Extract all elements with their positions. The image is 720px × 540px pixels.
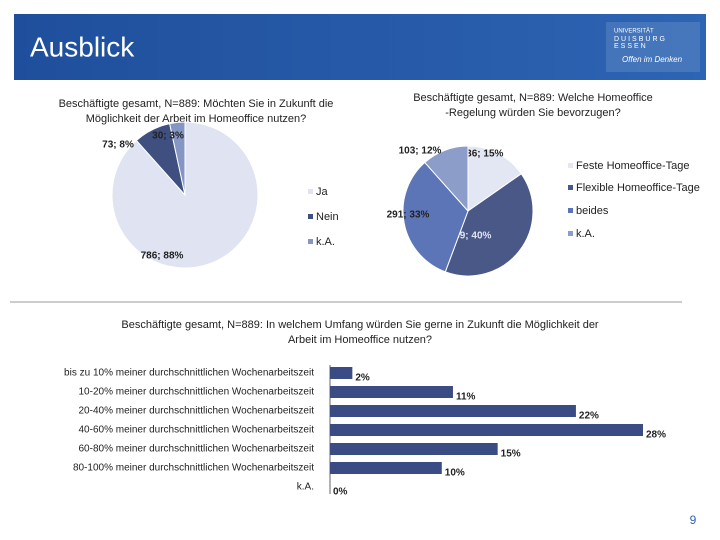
legend-label: Ja [316, 186, 329, 198]
chart-title: -Regelung würden Sie bevorzugen? [445, 107, 621, 119]
logo-box [606, 22, 700, 72]
category-label: 20-40% meiner durchschnittlichen Wochena… [79, 406, 315, 417]
category-label: k.A. [297, 482, 314, 493]
legend-label: Feste Homeoffice-Tage [576, 160, 690, 172]
data-label: 0% [333, 487, 348, 498]
data-label: 10% [445, 468, 465, 479]
chart-title: Arbeit im Homeoffice nutzen? [288, 334, 432, 346]
logo-text: DUISBURG [614, 36, 667, 43]
legend-swatch [308, 214, 313, 219]
data-label: 103; 12% [399, 146, 442, 157]
category-label: bis zu 10% meiner durchschnittlichen Woc… [64, 368, 314, 379]
data-label: 73; 8% [102, 140, 134, 151]
slide-title: Ausblick [30, 31, 135, 62]
data-label: 28% [646, 430, 666, 441]
logo-slogan: Offen im Denken [622, 55, 683, 64]
legend-swatch [308, 239, 313, 244]
chart-title: Möglichkeit der Arbeit im Homeoffice nut… [86, 113, 307, 125]
data-label: 136; 15% [461, 149, 504, 160]
data-label: 359; 40% [449, 231, 492, 242]
bar [330, 367, 353, 379]
chart-title: Beschäftigte gesamt, N=889: Welche Homeo… [413, 92, 653, 104]
data-label: 22% [579, 411, 599, 422]
page-number: 9 [690, 513, 697, 527]
category-label: 40-60% meiner durchschnittlichen Wochena… [79, 425, 315, 436]
legend-label: k.A. [576, 228, 595, 240]
bar [330, 424, 643, 436]
legend-label: Nein [316, 211, 339, 223]
bar [330, 405, 576, 417]
chart-title: Beschäftigte gesamt, N=889: Möchten Sie … [59, 98, 334, 110]
category-label: 60-80% meiner durchschnittlichen Wochena… [79, 444, 315, 455]
legend-label: Flexible Homeoffice-Tage [576, 182, 700, 194]
data-label: 15% [501, 449, 521, 460]
header-band [14, 14, 706, 80]
legend-label: beides [576, 205, 609, 217]
bar [330, 443, 498, 455]
chart-title: Beschäftigte gesamt, N=889: In welchem U… [121, 319, 599, 331]
legend-swatch [568, 208, 573, 213]
logo-text: ESSEN [614, 43, 648, 50]
pie-slice [169, 121, 186, 196]
data-label: 2% [355, 373, 370, 384]
data-label: 786; 88% [141, 251, 184, 262]
pie-slice [467, 145, 522, 212]
legend-swatch [568, 231, 573, 236]
category-label: 80-100% meiner durchschnittlichen Wochen… [73, 463, 314, 474]
logo-text: UNIVERSITÄT [614, 28, 654, 35]
legend-swatch [568, 185, 573, 190]
pie-slice [424, 145, 469, 213]
bar [330, 386, 453, 398]
data-label: 291; 33% [387, 210, 430, 221]
legend-swatch [568, 163, 573, 168]
pie-slice [444, 173, 534, 277]
data-label: 30; 3% [152, 131, 184, 142]
category-label: 10-20% meiner durchschnittlichen Wochena… [79, 387, 315, 398]
legend-swatch [308, 189, 313, 194]
pie-slice [402, 161, 469, 273]
bar [330, 462, 442, 474]
data-label: 11% [456, 392, 476, 403]
legend-label: k.A. [316, 236, 335, 248]
